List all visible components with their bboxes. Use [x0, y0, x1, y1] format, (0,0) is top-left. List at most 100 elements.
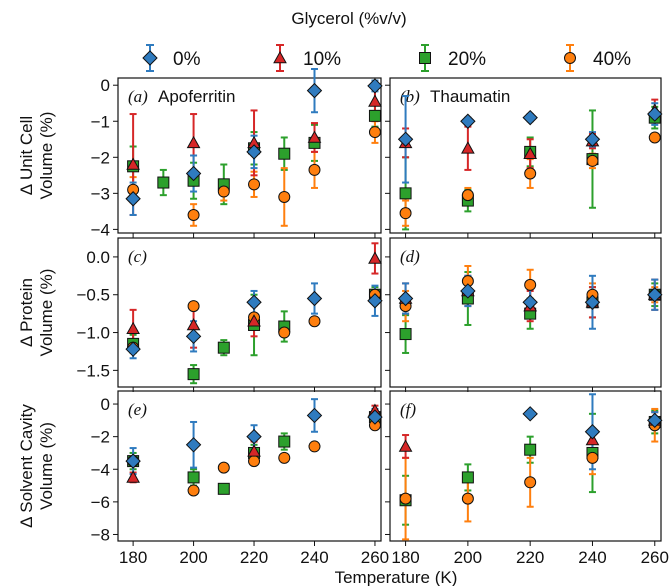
- panel-c: 0.0 −0.5 −1.0 −1.5 (c): [76, 237, 383, 392]
- data-point-square: [278, 147, 291, 160]
- data-point-diamond: [306, 290, 323, 307]
- data-point-diamond: [460, 283, 476, 299]
- data-point-circle: [217, 185, 230, 198]
- data-point-triangle: [523, 146, 538, 159]
- y-tick-label: −2: [91, 428, 110, 447]
- data-point-diamond: [306, 407, 323, 424]
- data-point-circle: [187, 484, 200, 497]
- panel-label: (c): [128, 247, 147, 266]
- y-axis-label: Δ Unit Cell Volume (%): [17, 112, 56, 200]
- y-tick-label: −4: [91, 220, 110, 239]
- data-point-square: [461, 471, 474, 484]
- data-point-circle: [278, 451, 291, 464]
- data-point-triangle: [126, 321, 140, 335]
- data-point-triangle: [307, 130, 322, 143]
- data-point-square: [368, 109, 381, 122]
- data-point-square: [217, 482, 230, 495]
- data-point-square: [217, 341, 230, 354]
- legend-marker-diamond: [142, 50, 158, 66]
- data-point-diamond: [522, 406, 538, 422]
- data-point-circle: [524, 278, 537, 291]
- data-point-circle: [399, 492, 412, 505]
- panel-frame: [389, 77, 662, 234]
- data-point-triangle: [126, 157, 140, 170]
- panel-frame: [389, 237, 662, 388]
- y-tick-label: −2: [91, 148, 110, 167]
- y-axis-label-line1: Δ Unit Cell: [17, 116, 36, 195]
- data-point-diamond: [647, 287, 663, 303]
- legend-marker-triangle: [273, 50, 287, 64]
- x-tick-label: 260: [641, 548, 669, 567]
- data-point-diamond: [397, 131, 414, 147]
- data-point-square: [157, 176, 170, 189]
- panel-label: (e): [128, 400, 147, 419]
- panel-e: 0 −2 −4 −6 −8 180 200 220 240 260 (e): [91, 390, 389, 567]
- y-tick-label: −0.5: [76, 286, 110, 305]
- data-point-circle: [308, 440, 321, 453]
- panel-title: Apoferritin: [158, 87, 235, 106]
- data-point-triangle: [186, 135, 201, 149]
- data-point-square: [187, 368, 200, 381]
- data-point-square: [399, 187, 412, 200]
- y-tick-label: 0.0: [86, 248, 110, 267]
- data-point-diamond: [185, 165, 202, 182]
- data-point-circle: [187, 208, 200, 221]
- x-tick-label: 200: [454, 548, 482, 567]
- y-tick-label: 0: [101, 76, 110, 95]
- x-tick-label: 180: [391, 548, 419, 567]
- y-tick-label: −3: [91, 184, 110, 203]
- data-point-circle: [278, 326, 291, 339]
- data-point-circle: [524, 476, 537, 489]
- data-point-triangle: [247, 444, 261, 457]
- legend-title: Glycerol (%v/v): [291, 9, 406, 28]
- legend-label: 10%: [303, 49, 341, 70]
- panel-title: Thaumatin: [430, 87, 510, 106]
- y-tick-label: −1.0: [76, 324, 110, 343]
- panel-frame: [117, 237, 382, 388]
- panel-f: 180 200 220 240 260 (f): [385, 390, 669, 567]
- data-point-diamond: [125, 453, 141, 469]
- legend-label: 40%: [593, 49, 631, 70]
- panel-label: (a): [128, 87, 148, 106]
- data-point-triangle: [126, 470, 140, 483]
- y-axis-label-line1: Δ Solvent Cavity: [17, 404, 36, 528]
- data-point-diamond: [125, 341, 141, 357]
- y-axis-label-line2: Volume (%): [37, 422, 56, 510]
- data-point-circle: [278, 190, 291, 203]
- data-point-diamond: [125, 191, 141, 207]
- data-point-circle: [308, 163, 321, 176]
- data-point-circle: [586, 451, 599, 464]
- y-axis-label: Δ Solvent Cavity Volume (%): [17, 404, 56, 528]
- data-point-diamond: [185, 437, 202, 453]
- data-point-square: [187, 471, 200, 484]
- panel-frame: [117, 390, 382, 542]
- data-point-diamond: [460, 113, 476, 129]
- x-tick-label: 240: [300, 548, 328, 567]
- data-point-circle: [586, 154, 599, 167]
- x-tick-label: 220: [240, 548, 268, 567]
- y-tick-label: −4: [91, 460, 110, 479]
- data-point-diamond: [584, 294, 601, 310]
- y-tick-label: −1: [91, 112, 110, 131]
- data-point-diamond: [522, 109, 538, 126]
- data-point-square: [278, 435, 291, 448]
- data-point-circle: [524, 167, 537, 180]
- data-point-diamond: [522, 294, 538, 310]
- panel-frame: [389, 390, 662, 542]
- data-point-diamond: [584, 424, 601, 440]
- data-point-circle: [461, 189, 474, 202]
- data-point-square: [524, 443, 537, 456]
- data-point-triangle: [368, 94, 382, 107]
- data-point-diamond: [367, 409, 383, 425]
- panel-label: (d): [400, 247, 420, 266]
- data-point-circle: [368, 126, 381, 139]
- y-tick-label: −8: [91, 525, 110, 544]
- data-point-triangle: [461, 141, 475, 154]
- data-point-circle: [308, 315, 321, 328]
- y-axis-label: Δ Protein Volume (%): [17, 269, 56, 357]
- y-axis-label-line2: Volume (%): [37, 269, 56, 357]
- legend-marker-square: [419, 52, 431, 64]
- x-tick-label: 180: [119, 548, 147, 567]
- data-point-diamond: [647, 106, 663, 122]
